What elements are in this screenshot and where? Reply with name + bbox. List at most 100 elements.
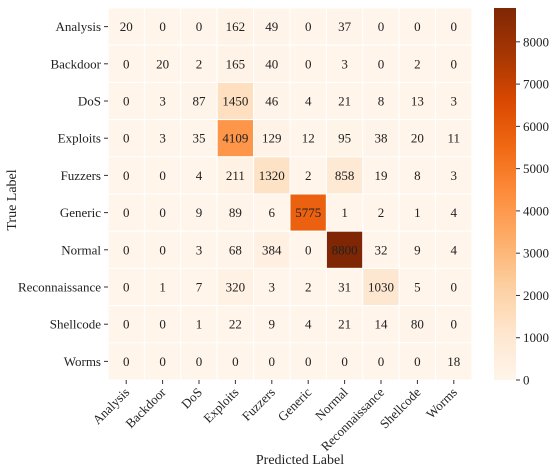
heatmap-cell <box>362 230 400 269</box>
colorbar-tick-label: 1000 <box>523 330 549 345</box>
cell-value-label: 1450 <box>222 94 248 109</box>
cell-value-label: 1030 <box>368 280 394 295</box>
cell-value-label: 3 <box>159 94 166 109</box>
heatmap-cell <box>362 7 400 46</box>
cell-value-label: 0 <box>305 56 312 71</box>
y-tick-label: Shellcode <box>50 317 101 332</box>
heatmap-cell <box>253 342 291 381</box>
heatmap-cell <box>143 305 182 344</box>
cell-value-label: 20 <box>120 19 133 34</box>
cell-value-label: 37 <box>338 19 352 34</box>
cell-value-label: 2 <box>414 56 421 71</box>
heatmap-cell <box>180 193 218 232</box>
cell-value-label: 9 <box>269 317 276 332</box>
heatmap-cell <box>289 7 327 46</box>
cell-value-label: 3 <box>159 131 166 146</box>
heatmap-cell <box>398 193 437 232</box>
cell-value-label: 49 <box>265 19 278 34</box>
heatmap-cell <box>325 342 364 381</box>
cell-value-label: 0 <box>159 354 166 369</box>
heatmap-cell <box>143 7 182 46</box>
heatmap-cell <box>325 156 364 195</box>
colorbar-tick-label: 2000 <box>523 288 549 303</box>
cell-value-label: 20 <box>411 131 424 146</box>
cell-value-label: 87 <box>193 94 207 109</box>
cell-value-label: 3 <box>196 242 203 257</box>
x-tick-label: Fuzzers <box>239 385 278 424</box>
cell-value-label: 1 <box>414 205 421 220</box>
cell-value-label: 0 <box>123 242 130 257</box>
cell-value-label: 2 <box>305 280 312 295</box>
cell-value-label: 0 <box>123 131 130 146</box>
cell-value-label: 0 <box>305 354 312 369</box>
cell-value-label: 0 <box>159 317 166 332</box>
cell-value-label: 8 <box>378 94 385 109</box>
cell-value-label: 14 <box>375 317 389 332</box>
heatmap-cell <box>435 342 473 381</box>
cell-value-label: 32 <box>375 242 388 257</box>
heatmap-cell <box>107 193 145 232</box>
y-tick-labels: Analysis Backdoor DoS Exploits Fuzzers Generi… <box>18 19 108 369</box>
heatmap-cell <box>362 81 400 121</box>
cell-value-labels: 20 0 0 162 49 0 37 0 0 00 20 2 165 40 0 3 0 2 00 3 87 1450 46 4… <box>120 19 461 369</box>
y-tick-label: Exploits <box>58 131 101 146</box>
cell-value-label: 0 <box>123 317 130 332</box>
cell-value-label: 0 <box>451 280 458 295</box>
cell-value-label: 0 <box>123 354 130 369</box>
heatmap-cell <box>216 193 255 232</box>
heatmap-cell <box>398 267 437 307</box>
cell-value-label: 21 <box>338 94 351 109</box>
cell-value-label: 8800 <box>332 242 358 257</box>
x-tick-label: DoS <box>178 385 205 412</box>
heatmap-cell <box>180 267 218 307</box>
heatmap-cell <box>289 267 327 307</box>
x-tick-label: Generic <box>275 384 315 424</box>
y-tick-label: Fuzzers <box>61 168 101 183</box>
heatmap-cell <box>435 7 473 46</box>
heatmap-cell <box>362 267 400 307</box>
heatmap-cell <box>216 44 255 83</box>
cell-value-label: 3 <box>451 168 458 183</box>
cell-value-label: 0 <box>451 317 458 332</box>
y-tick-label: Analysis <box>56 19 102 34</box>
y-tick-label: Reconnaissance <box>18 280 101 295</box>
cell-value-label: 13 <box>411 94 424 109</box>
heatmap-cell <box>325 267 364 307</box>
cell-value-label: 3 <box>341 56 348 71</box>
cell-value-label: 20 <box>156 56 169 71</box>
cell-value-label: 162 <box>226 19 246 34</box>
cell-value-label: 0 <box>378 19 385 34</box>
heatmap-cell <box>143 267 182 307</box>
cell-value-label: 12 <box>302 131 315 146</box>
heatmap-cell <box>398 156 437 195</box>
cell-value-label: 4 <box>451 205 458 220</box>
cell-value-label: 18 <box>447 354 460 369</box>
cell-value-label: 0 <box>451 19 458 34</box>
heatmap-cell <box>398 44 437 83</box>
cell-value-label: 7 <box>196 280 203 295</box>
cell-value-label: 21 <box>338 317 351 332</box>
cell-value-label: 40 <box>265 56 278 71</box>
cell-value-label: 0 <box>305 242 312 257</box>
cell-value-label: 129 <box>262 131 282 146</box>
heatmap-cell <box>216 305 255 344</box>
heatmap-cell <box>289 156 327 195</box>
cell-value-label: 1 <box>159 280 166 295</box>
cell-value-label: 0 <box>196 354 203 369</box>
cell-value-label: 0 <box>123 94 130 109</box>
cell-value-label: 2 <box>305 168 312 183</box>
heatmap-cell <box>289 230 327 269</box>
cell-value-label: 0 <box>378 56 385 71</box>
cell-value-label: 2 <box>196 56 203 71</box>
heatmap-cell <box>362 156 400 195</box>
cell-value-label: 4109 <box>222 131 248 146</box>
cell-value-label: 4 <box>305 94 312 109</box>
heatmap-cell <box>398 81 437 121</box>
heatmap-cell <box>325 305 364 344</box>
y-tick-label: Backdoor <box>50 56 101 71</box>
cell-value-label: 3 <box>269 280 276 295</box>
y-axis-label: True Label <box>5 169 20 230</box>
colorbar-tick-label: 3000 <box>523 246 549 261</box>
